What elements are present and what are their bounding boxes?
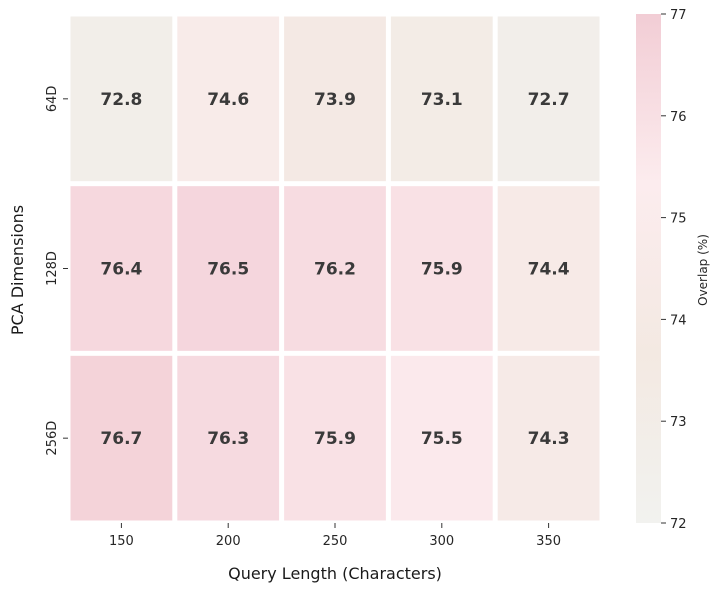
colorbar-title: Overlap (%) xyxy=(696,234,710,306)
heatmap-cell xyxy=(284,16,386,182)
heatmap-cell xyxy=(390,16,493,182)
colorbar-tick-label: 74 xyxy=(670,313,687,328)
cell-value-label: 76.3 xyxy=(207,429,249,449)
heatmap-cell xyxy=(177,16,280,182)
heatmap-cell xyxy=(497,355,600,521)
colorbar-tick-label: 75 xyxy=(670,212,687,227)
heatmap-cell xyxy=(390,355,493,521)
x-tick-label: 200 xyxy=(216,534,241,549)
y-tick-label: 256D xyxy=(45,421,60,456)
y-tick-label: 64D xyxy=(45,86,60,113)
colorbar-tick-label: 76 xyxy=(670,110,687,125)
cell-value-label: 73.1 xyxy=(421,90,463,110)
x-tick-label: 350 xyxy=(536,534,561,549)
colorbar: 72 73 74 75 76 77 xyxy=(636,8,687,532)
heatmap-cell xyxy=(70,355,173,521)
colorbar-tick-label: 73 xyxy=(670,415,687,430)
cell-value-label: 75.9 xyxy=(421,260,463,280)
heatmap-cell xyxy=(284,186,386,351)
heatmap-cell xyxy=(497,16,600,182)
heatmap-cell xyxy=(177,355,280,521)
x-axis-title: Query Length (Characters) xyxy=(228,564,442,583)
cell-value-label: 72.7 xyxy=(528,90,570,110)
heatmap-cell xyxy=(70,186,173,351)
x-tick-label: 300 xyxy=(429,534,454,549)
heatmap-cell xyxy=(70,16,173,182)
y-tick-label: 128D xyxy=(45,251,60,286)
cell-value-label: 75.9 xyxy=(314,429,356,449)
cell-value-label: 74.4 xyxy=(528,260,570,280)
cell-value-label: 75.5 xyxy=(421,429,463,449)
heatmap-cells: 72.8 74.6 73.9 73.1 72.7 76.4 76.5 76.2 75.9 74.4… xyxy=(70,16,600,521)
heatmap-cell xyxy=(177,186,280,351)
cell-value-label: 74.6 xyxy=(207,90,249,110)
cell-value-label: 73.9 xyxy=(314,90,356,110)
colorbar-tick-label: 72 xyxy=(670,517,687,532)
cell-value-label: 76.2 xyxy=(314,260,356,280)
cell-value-label: 76.5 xyxy=(207,260,249,280)
y-axis-ticks: 64D 128D 256D xyxy=(45,86,68,456)
heatmap-cell xyxy=(390,186,493,351)
cell-value-label: 72.8 xyxy=(100,90,142,110)
cell-value-label: 74.3 xyxy=(528,429,570,449)
x-tick-label: 250 xyxy=(323,534,348,549)
cell-value-label: 76.4 xyxy=(100,260,142,280)
cell-value-label: 76.7 xyxy=(100,429,142,449)
x-axis-ticks: 150 200 250 300 350 xyxy=(109,523,561,549)
colorbar-gradient xyxy=(636,14,661,523)
heatmap-cell xyxy=(284,355,386,521)
x-tick-label: 150 xyxy=(109,534,134,549)
heatmap-cell xyxy=(497,186,600,351)
colorbar-tick-label: 77 xyxy=(670,8,687,23)
y-axis-title: PCA Dimensions xyxy=(8,205,27,335)
